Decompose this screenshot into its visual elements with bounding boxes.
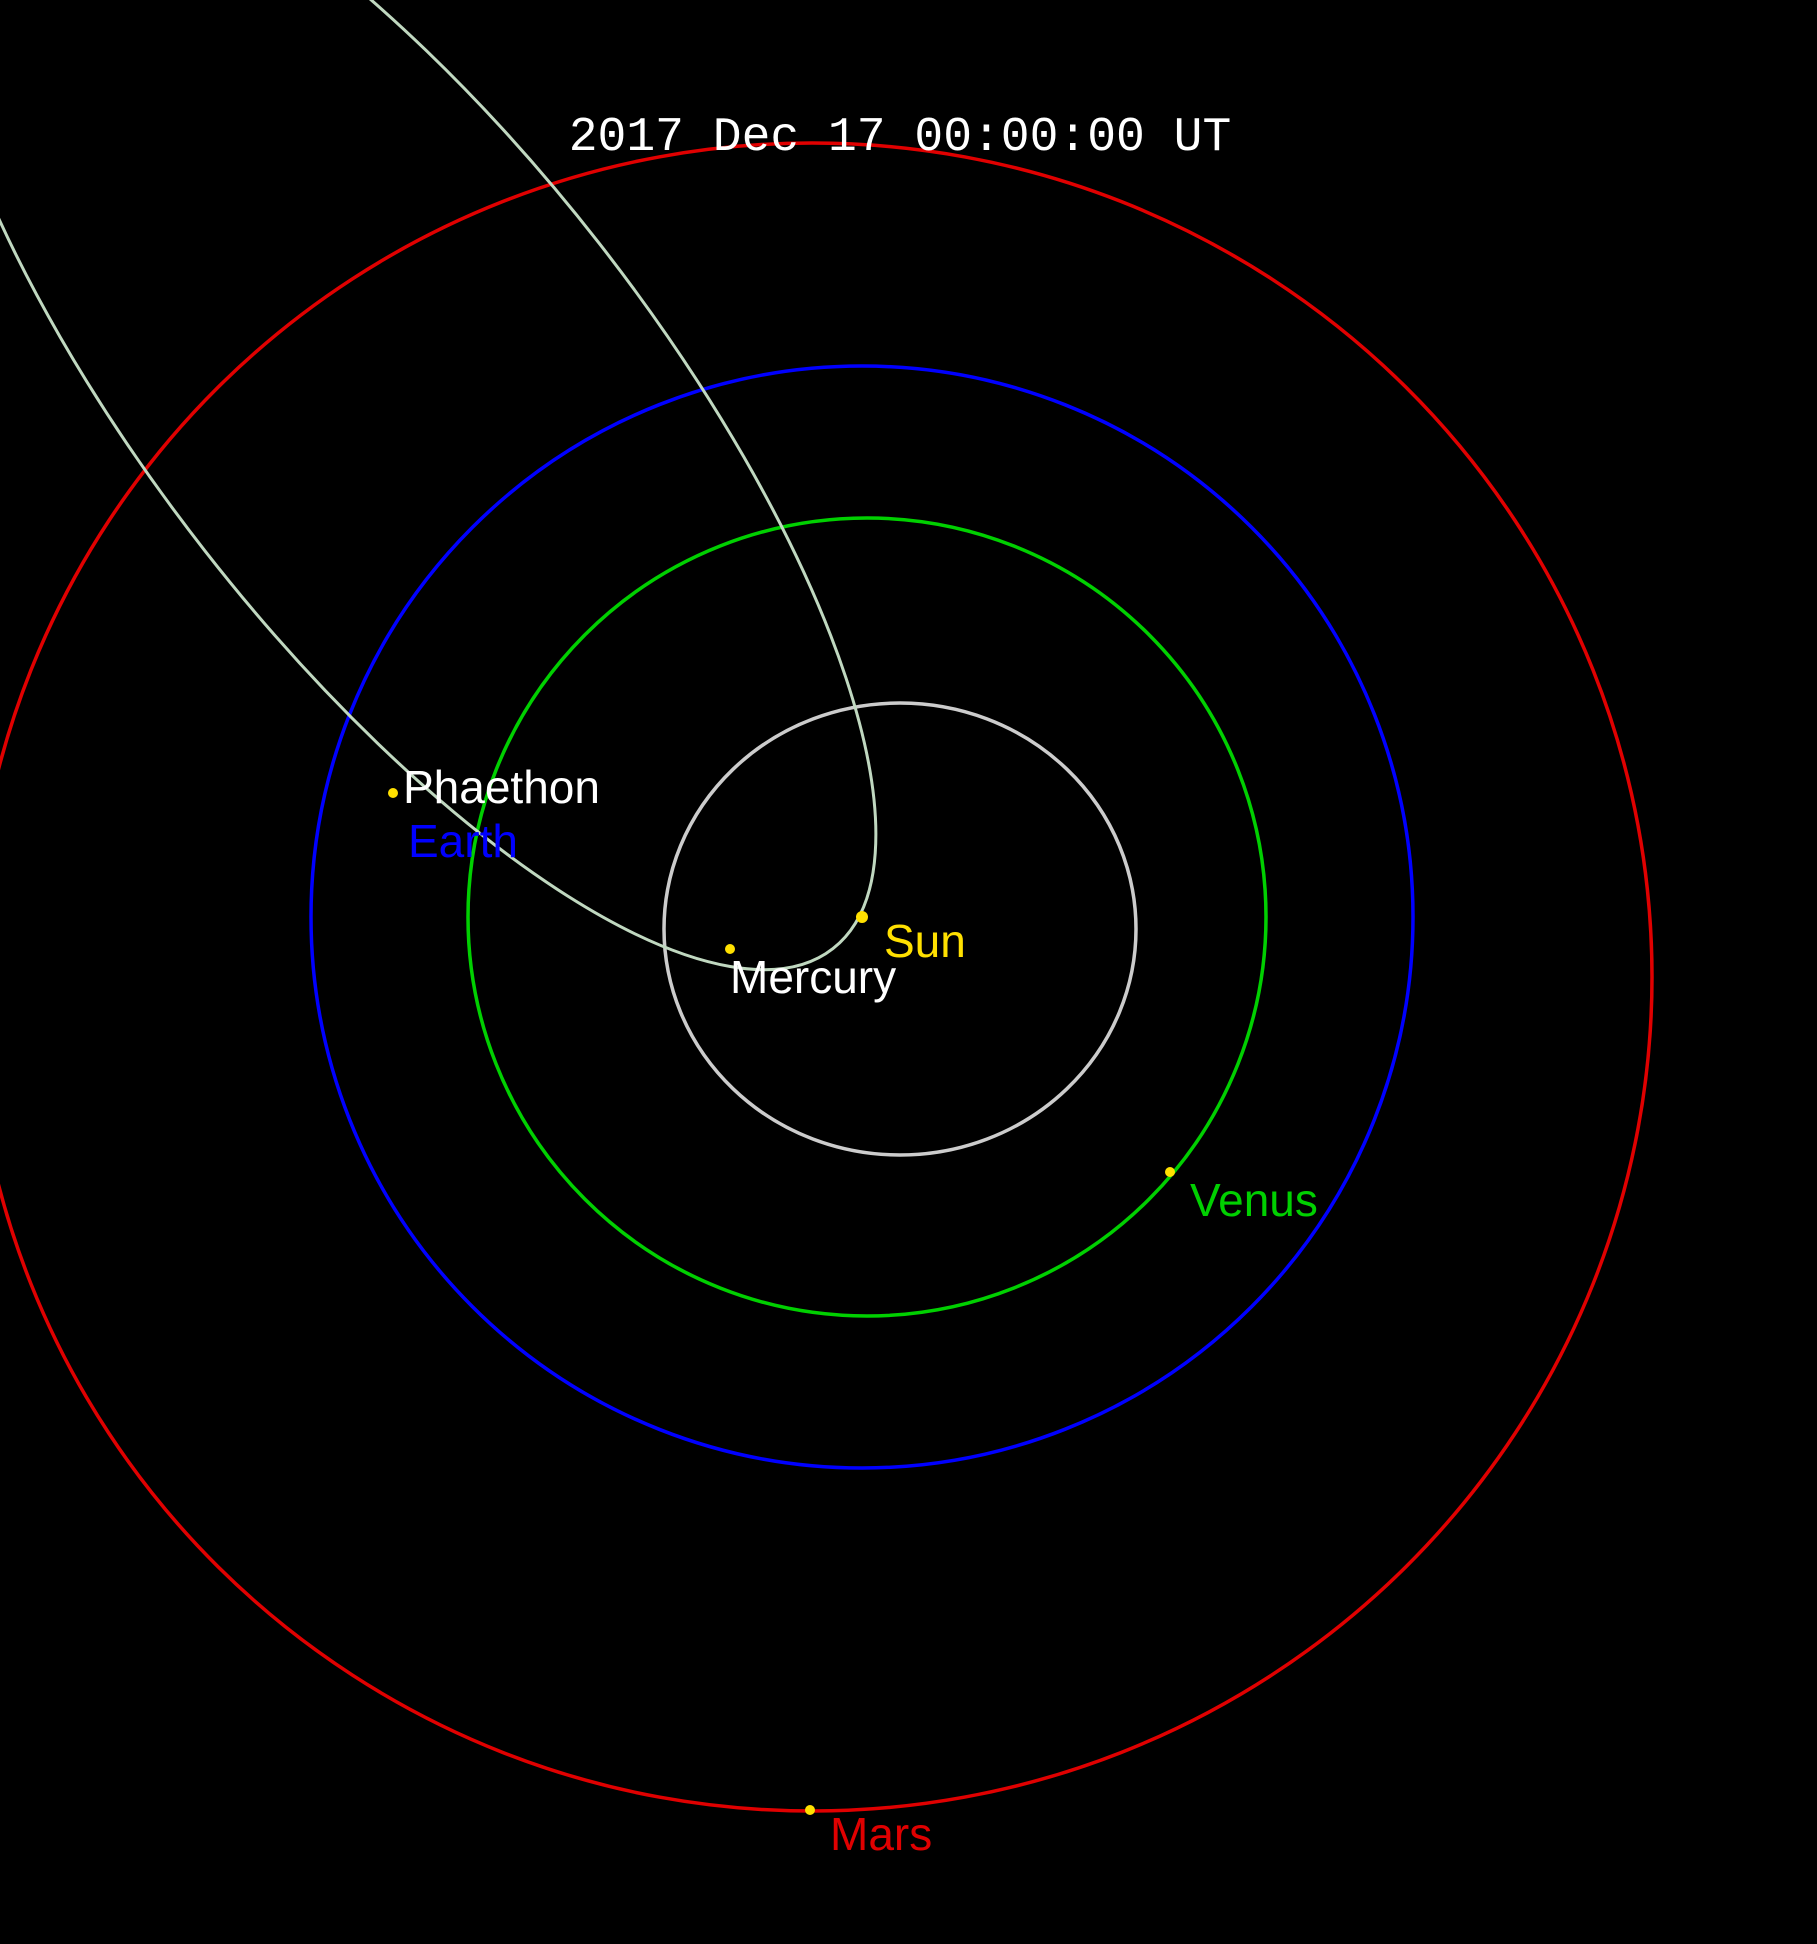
marker-sun xyxy=(856,911,868,923)
label-mercury: Mercury xyxy=(730,951,896,1003)
marker-phaethon xyxy=(388,788,398,798)
label-earth: Earth xyxy=(408,815,518,867)
label-sun: Sun xyxy=(884,915,966,967)
label-venus: Venus xyxy=(1190,1174,1318,1226)
marker-venus xyxy=(1165,1167,1175,1177)
orbit-diagram-stage: Earth Phaethon Mercury Sun Venus Mars 20… xyxy=(0,0,1817,1944)
background-rect xyxy=(0,0,1817,1944)
diagram-title: 2017 Dec 17 00:00:00 UT xyxy=(569,111,1232,165)
label-mars: Mars xyxy=(830,1808,932,1860)
marker-mars xyxy=(805,1805,815,1815)
orbit-diagram-svg: Earth Phaethon Mercury Sun Venus Mars 20… xyxy=(0,0,1817,1944)
label-phaethon: Phaethon xyxy=(403,761,600,813)
